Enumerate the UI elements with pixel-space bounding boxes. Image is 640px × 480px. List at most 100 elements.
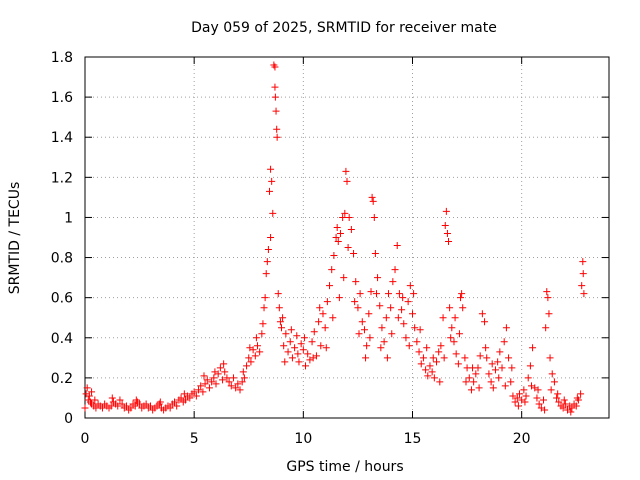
data-point — [350, 250, 358, 258]
data-point — [448, 324, 456, 332]
data-point — [365, 310, 373, 318]
data-point — [328, 266, 336, 274]
data-point — [131, 402, 139, 410]
data-point — [366, 334, 374, 342]
data-point — [546, 354, 554, 362]
data-point — [227, 382, 235, 390]
data-point — [459, 304, 467, 312]
data-point — [529, 344, 537, 352]
data-point — [355, 330, 363, 338]
data-point — [358, 318, 366, 326]
data-point — [370, 213, 378, 221]
data-point — [342, 167, 350, 175]
data-point — [495, 374, 503, 382]
data-point — [333, 223, 341, 231]
data-point — [180, 390, 188, 398]
data-point — [380, 338, 388, 346]
data-point — [127, 404, 135, 412]
data-point — [271, 63, 279, 71]
data-point — [454, 360, 462, 368]
data-point — [443, 229, 451, 237]
data-point — [524, 374, 532, 382]
data-point — [436, 378, 444, 386]
data-point — [239, 368, 247, 376]
data-point — [554, 390, 562, 398]
data-point — [413, 338, 421, 346]
data-point — [291, 344, 299, 352]
data-point — [455, 330, 463, 338]
data-point — [423, 344, 431, 352]
data-point — [114, 402, 122, 410]
data-point — [279, 314, 287, 322]
data-point — [542, 324, 550, 332]
data-point — [446, 304, 454, 312]
data-point — [419, 354, 427, 362]
data-point — [225, 378, 233, 386]
data-point — [482, 344, 490, 352]
data-point — [478, 310, 486, 318]
data-point — [472, 370, 480, 378]
data-point — [450, 338, 458, 346]
data-point — [260, 304, 268, 312]
y-tick-label: 0.4 — [51, 331, 73, 347]
data-point — [514, 402, 522, 410]
data-point — [326, 282, 334, 290]
data-points — [81, 61, 588, 416]
data-point — [451, 314, 459, 322]
data-point — [577, 390, 585, 398]
y-tick-label: 1.6 — [51, 90, 73, 106]
data-point — [389, 278, 397, 286]
data-point — [568, 404, 576, 412]
data-point — [98, 404, 106, 412]
data-point — [282, 330, 290, 338]
y-tick-label: 1 — [64, 210, 73, 226]
data-point — [439, 314, 447, 322]
y-tick-label: 1.2 — [51, 170, 73, 186]
data-point — [281, 358, 289, 366]
data-point — [440, 354, 448, 362]
data-point — [572, 402, 580, 410]
data-point — [526, 362, 534, 370]
y-tick-label: 1.8 — [51, 50, 73, 66]
data-point — [567, 408, 575, 416]
data-point — [286, 338, 294, 346]
data-point — [240, 374, 248, 382]
data-point — [261, 294, 269, 302]
data-point — [398, 306, 406, 314]
data-point — [555, 398, 563, 406]
data-point — [287, 326, 295, 334]
data-point — [302, 362, 310, 370]
data-point — [447, 334, 455, 342]
data-point — [288, 354, 296, 362]
data-point — [368, 193, 376, 201]
data-point — [341, 209, 349, 217]
data-point — [404, 298, 412, 306]
plot-frame — [84, 56, 610, 419]
data-point — [417, 360, 425, 368]
data-point — [238, 378, 246, 386]
data-point — [544, 294, 552, 302]
data-point — [88, 388, 96, 396]
data-point — [329, 314, 337, 322]
data-point — [505, 354, 513, 362]
data-point — [543, 288, 551, 296]
data-point — [295, 358, 303, 366]
data-point — [363, 342, 371, 350]
data-point — [276, 318, 284, 326]
data-point — [173, 402, 181, 410]
data-point — [245, 354, 253, 362]
data-point — [309, 354, 317, 362]
data-point — [335, 294, 343, 302]
data-point — [476, 352, 484, 360]
data-point — [508, 364, 516, 372]
y-tick-label: 0 — [64, 411, 73, 427]
data-point — [91, 396, 99, 404]
data-point — [515, 390, 523, 398]
data-point — [252, 334, 260, 342]
data-point — [321, 324, 329, 332]
data-point — [513, 394, 521, 402]
data-point — [299, 346, 307, 354]
data-point — [428, 368, 436, 376]
data-point — [500, 338, 508, 346]
